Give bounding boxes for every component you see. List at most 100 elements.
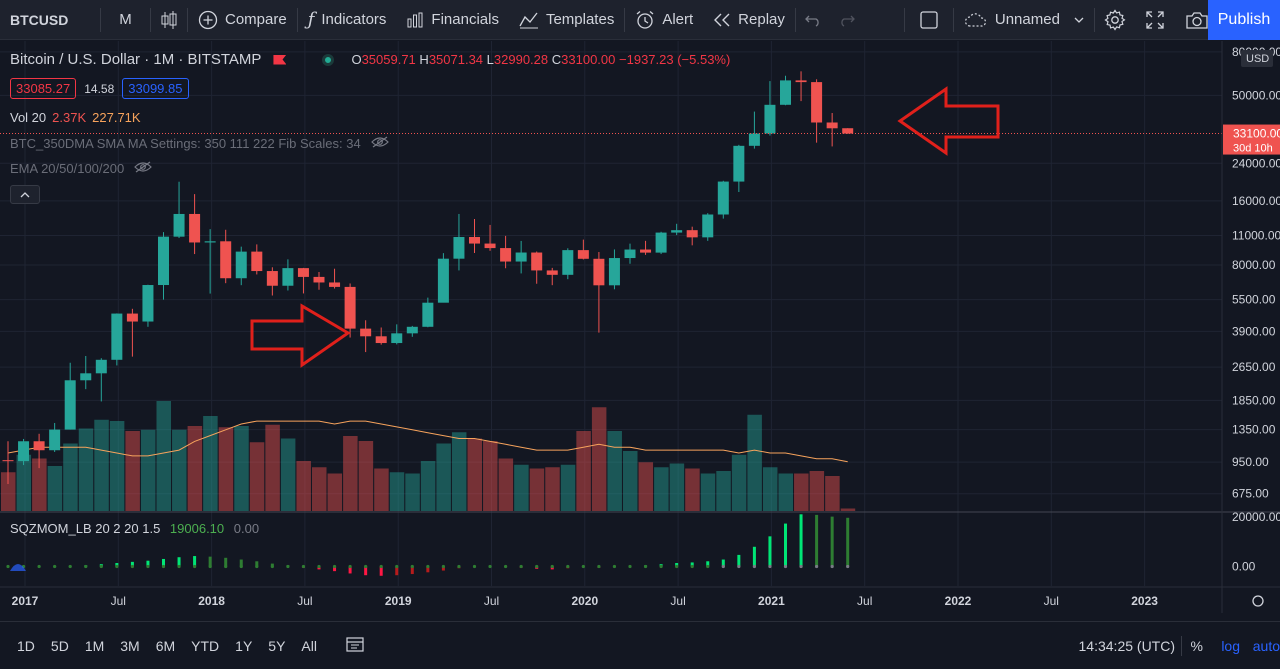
squeeze-dot: [706, 564, 710, 569]
volume-bar: [265, 424, 280, 511]
compare-button[interactable]: Compare: [188, 0, 297, 40]
indicator-legend-350dma[interactable]: BTC_350DMA SMA MA Settings: 350 111 222 …: [10, 136, 389, 151]
candle-body: [126, 313, 138, 322]
candle-body: [826, 122, 838, 129]
time-axis-label: 2021: [758, 594, 785, 608]
settings-button[interactable]: [1095, 0, 1135, 40]
time-axis-label: Jul: [857, 594, 872, 608]
calendar-range-icon: [346, 637, 364, 652]
redo-button[interactable]: [830, 0, 864, 40]
momentum-bar: [706, 561, 710, 567]
squeeze-dot: [472, 564, 477, 569]
buy-price-button[interactable]: 33099.85: [122, 78, 189, 99]
range-5y[interactable]: 5Y: [268, 637, 286, 654]
candle-body: [437, 258, 449, 303]
range-1y[interactable]: 1Y: [235, 637, 253, 654]
eye-hidden-icon[interactable]: [134, 161, 153, 176]
squeeze-dot: [37, 564, 41, 569]
volume-bar: [731, 454, 747, 511]
undo-button[interactable]: [796, 0, 830, 40]
squeeze-dot: [457, 564, 461, 569]
squeeze-dot: [146, 564, 150, 569]
volume-legend[interactable]: Vol 20 2.37K 227.71K: [10, 110, 141, 125]
range-all[interactable]: All: [301, 637, 317, 654]
indicator-legend-ema[interactable]: EMA 20/50/100/200: [10, 161, 153, 176]
squeeze-dot: [690, 564, 694, 569]
squeeze-dot: [364, 564, 368, 569]
publish-button[interactable]: Publish: [1208, 0, 1280, 40]
volume-bar: [747, 414, 762, 511]
alert-button[interactable]: Alert: [625, 0, 703, 40]
momentum-bar: [846, 517, 850, 567]
range-6m[interactable]: 6M: [155, 637, 176, 654]
candle-body: [49, 429, 61, 451]
candle-body: [375, 336, 387, 344]
candle-body: [251, 251, 263, 272]
gear-icon[interactable]: [1252, 595, 1264, 607]
auto-scale-toggle[interactable]: auto: [1252, 637, 1280, 654]
candle-body: [469, 237, 480, 244]
collapse-legend-button[interactable]: [10, 185, 40, 204]
volume-bar: [607, 431, 622, 511]
eye-hidden-icon[interactable]: [370, 136, 389, 151]
momentum-bar: [768, 536, 772, 567]
divider: [624, 7, 626, 32]
low-label: L: [486, 52, 494, 67]
squeeze-dot: [301, 564, 306, 569]
volume-bar: [280, 438, 296, 511]
range-1d[interactable]: 1D: [17, 637, 35, 654]
chart-type-button[interactable]: [151, 0, 187, 40]
volume-bar: [809, 471, 825, 511]
log-scale-toggle[interactable]: log: [1221, 637, 1240, 654]
market-status-icon: [322, 53, 335, 66]
fx-icon: ƒ: [307, 9, 315, 30]
countdown-label: 30d 10h: [1233, 143, 1273, 155]
range-ytd[interactable]: YTD: [191, 637, 220, 654]
squeeze-dot: [659, 564, 663, 569]
time-axis-label: Jul: [670, 594, 685, 608]
momentum-bar: [364, 566, 368, 576]
clock-timezone[interactable]: 14:34:25 (UTC): [1078, 637, 1175, 654]
indicators-button[interactable]: ƒ Indicators: [298, 0, 397, 40]
snapshot-button[interactable]: [1175, 0, 1219, 40]
symbol-search[interactable]: BTCUSD: [10, 11, 69, 28]
price-chart[interactable]: 80000.0050000.0024000.0016000.0011000.00…: [0, 41, 1280, 613]
price-axis-label: 16000.00: [1232, 194, 1280, 208]
volume-bar: [716, 471, 731, 511]
range-3m[interactable]: 3M: [120, 637, 140, 654]
range-5d[interactable]: 5D: [50, 637, 69, 654]
momentum-bar: [675, 563, 679, 567]
date-range-button[interactable]: [345, 635, 365, 656]
squeeze-dot: [161, 564, 166, 569]
layout-menu[interactable]: Unnamed: [954, 0, 1094, 40]
momentum-bar: [441, 566, 445, 571]
sell-price-button[interactable]: 33085.27: [10, 78, 77, 99]
chart-area[interactable]: 80000.0050000.0024000.0016000.0011000.00…: [0, 41, 1280, 613]
volume-bar: [483, 441, 498, 511]
fullscreen-button[interactable]: [1135, 0, 1175, 40]
volume-bar: [762, 467, 778, 511]
fullscreen-layout-button[interactable]: [905, 0, 953, 40]
volume-bar: [825, 476, 840, 511]
squeeze-dot: [752, 564, 757, 569]
interval-button[interactable]: M: [119, 11, 132, 28]
squeeze-legend[interactable]: SQZMOM_LB 20 2 20 1.5 19006.10 0.00: [10, 521, 259, 536]
candle-body: [780, 80, 791, 105]
flag-icon[interactable]: [273, 54, 287, 65]
candle-body: [686, 230, 698, 238]
close-value: 33100.00: [561, 52, 616, 67]
sqz-logo-icon: [10, 564, 26, 571]
divider: [952, 7, 954, 32]
arrow-right-annotation: [250, 303, 351, 368]
replay-button[interactable]: Replay: [703, 0, 795, 40]
candle-body: [344, 286, 356, 329]
percent-scale-toggle[interactable]: %: [1190, 637, 1203, 654]
momentum-bar: [208, 556, 212, 567]
volume-bar: [794, 473, 809, 511]
templates-button[interactable]: Templates: [509, 0, 624, 40]
squeeze-dot: [53, 564, 57, 569]
range-1m[interactable]: 1M: [84, 637, 105, 654]
financials-button[interactable]: Financials: [396, 0, 509, 40]
redo-icon: [838, 13, 856, 27]
candle-body: [329, 282, 341, 287]
